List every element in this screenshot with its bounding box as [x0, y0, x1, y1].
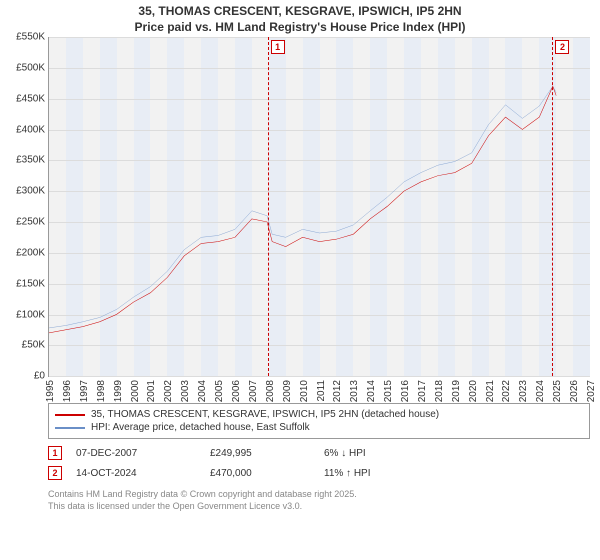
x-axis-label: 2002: [163, 380, 174, 402]
y-axis-label: £250K: [16, 217, 45, 228]
x-axis-label: 2021: [485, 380, 496, 402]
x-axis-label: 2019: [451, 380, 462, 402]
event-price: £470,000: [210, 468, 310, 479]
event-marker-box: 2: [48, 466, 62, 480]
x-axis-label: 2001: [146, 380, 157, 402]
x-axis-label: 2022: [501, 380, 512, 402]
y-axis-label: £450K: [16, 93, 45, 104]
x-axis-label: 2017: [417, 380, 428, 402]
x-axis-label: 2014: [366, 380, 377, 402]
event-price: £249,995: [210, 448, 310, 459]
x-axis-label: 2016: [400, 380, 411, 402]
x-axis-label: 2027: [586, 380, 597, 402]
y-axis-label: £200K: [16, 247, 45, 258]
footnote: Contains HM Land Registry data © Crown c…: [48, 489, 590, 512]
y-axis-label: £550K: [16, 32, 45, 43]
y-axis-label: £350K: [16, 155, 45, 166]
x-axis-label: 2004: [197, 380, 208, 402]
event-row: 2 14-OCT-2024 £470,000 11% ↑ HPI: [48, 463, 590, 483]
y-axis-label: £500K: [16, 63, 45, 74]
x-axis-label: 2012: [332, 380, 343, 402]
x-axis-label: 2015: [383, 380, 394, 402]
event-date: 14-OCT-2024: [76, 468, 196, 479]
title-line-2: Price paid vs. HM Land Registry's House …: [0, 20, 600, 36]
series-hpi: [49, 87, 556, 329]
x-axis-label: 2020: [468, 380, 479, 402]
x-axis-label: 2023: [518, 380, 529, 402]
y-axis-label: £300K: [16, 186, 45, 197]
x-axis-label: 1999: [113, 380, 124, 402]
x-axis-label: 2003: [180, 380, 191, 402]
legend-swatch-0: [55, 414, 85, 416]
event-date: 07-DEC-2007: [76, 448, 196, 459]
y-axis-label: £50K: [22, 340, 45, 351]
legend-label-1: HPI: Average price, detached house, East…: [91, 422, 310, 433]
x-axis-label: 1996: [62, 380, 73, 402]
legend-item: HPI: Average price, detached house, East…: [55, 421, 583, 434]
title-line-1: 35, THOMAS CRESCENT, KESGRAVE, IPSWICH, …: [0, 4, 600, 20]
x-axis-label: 2010: [299, 380, 310, 402]
y-axis-label: £0: [34, 371, 45, 382]
footnote-line-1: Contains HM Land Registry data © Crown c…: [48, 489, 590, 501]
x-axis-label: 1998: [96, 380, 107, 402]
y-axis-label: £150K: [16, 278, 45, 289]
event-row: 1 07-DEC-2007 £249,995 6% ↓ HPI: [48, 443, 590, 463]
event-table: 1 07-DEC-2007 £249,995 6% ↓ HPI 2 14-OCT-2024…: [48, 443, 590, 483]
legend: 35, THOMAS CRESCENT, KESGRAVE, IPSWICH, …: [48, 403, 590, 439]
series-price_paid: [49, 87, 556, 334]
x-axis-label: 2011: [316, 380, 327, 402]
plot-region: £0£50K£100K£150K£200K£250K£300K£350K£400…: [48, 37, 590, 377]
x-axis-label: 2018: [434, 380, 445, 402]
legend-label-0: 35, THOMAS CRESCENT, KESGRAVE, IPSWICH, …: [91, 409, 439, 420]
chart-area: £0£50K£100K£150K£200K£250K£300K£350K£400…: [48, 37, 590, 397]
x-axis-label: 2013: [349, 380, 360, 402]
gridline: [49, 376, 590, 377]
chart-lines: [49, 37, 590, 376]
footnote-line-2: This data is licensed under the Open Gov…: [48, 501, 590, 513]
y-axis-label: £100K: [16, 309, 45, 320]
event-pct: 6% ↓ HPI: [324, 448, 424, 459]
x-axis-label: 2006: [231, 380, 242, 402]
x-axis-label: 2005: [214, 380, 225, 402]
legend-swatch-1: [55, 427, 85, 429]
chart-title: 35, THOMAS CRESCENT, KESGRAVE, IPSWICH, …: [0, 0, 600, 37]
x-axis-label: 2024: [535, 380, 546, 402]
x-axis-label: 2026: [569, 380, 580, 402]
legend-item: 35, THOMAS CRESCENT, KESGRAVE, IPSWICH, …: [55, 408, 583, 421]
x-axis-label: 1997: [79, 380, 90, 402]
x-axis-label: 1995: [45, 380, 56, 402]
x-axis-label: 2025: [552, 380, 563, 402]
x-axis-label: 2000: [130, 380, 141, 402]
y-axis-label: £400K: [16, 124, 45, 135]
event-pct: 11% ↑ HPI: [324, 468, 424, 479]
x-axis-label: 2007: [248, 380, 259, 402]
x-axis-label: 2009: [282, 380, 293, 402]
event-marker-box: 1: [48, 446, 62, 460]
x-axis-label: 2008: [265, 380, 276, 402]
